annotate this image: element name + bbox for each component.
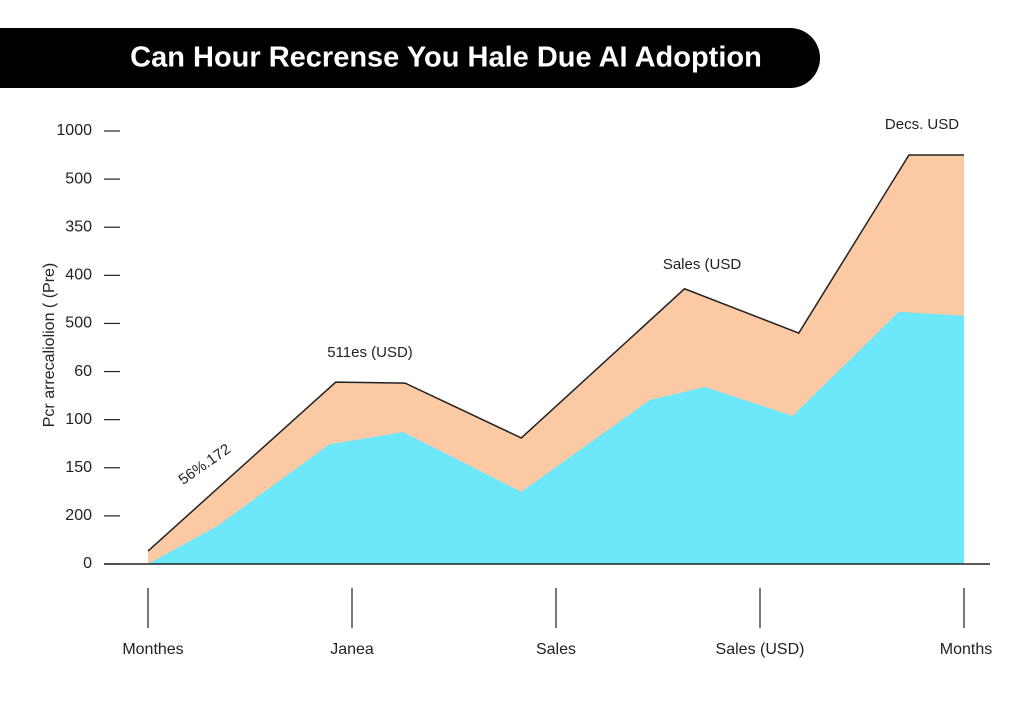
y-tick-label: 350 — [65, 218, 92, 235]
x-tick-label: Months — [940, 641, 992, 658]
title-bar — [0, 28, 820, 88]
y-tick-label: 400 — [65, 267, 92, 284]
annotation: 511es (USD) — [327, 344, 413, 361]
chart-title: Can Hour Recrense You Hale Due AI Adopti… — [130, 42, 762, 74]
y-tick-label: 500 — [65, 315, 92, 332]
y-tick-label: 60 — [74, 363, 92, 380]
area — [148, 311, 964, 564]
y-tick-label: 1000 — [56, 122, 92, 139]
y-axis-label: Pcr arrecaliolion ( (Pre) — [41, 263, 58, 427]
x-tick-label: Janea — [330, 641, 374, 658]
x-tick-label: Sales — [536, 641, 576, 658]
annotation: Decs. USD — [885, 116, 959, 133]
y-tick-label: 200 — [65, 507, 92, 524]
y-tick-label: 0 — [83, 555, 92, 572]
x-tick-label: Monthes — [122, 641, 183, 658]
y-tick-label: 500 — [65, 170, 92, 187]
y-tick-label: 150 — [65, 459, 92, 476]
annotation: Sales (USD — [663, 256, 742, 273]
area-outline — [147, 154, 964, 552]
y-tick-label: 100 — [65, 411, 92, 428]
x-tick-label: Sales (USD) — [716, 641, 805, 658]
